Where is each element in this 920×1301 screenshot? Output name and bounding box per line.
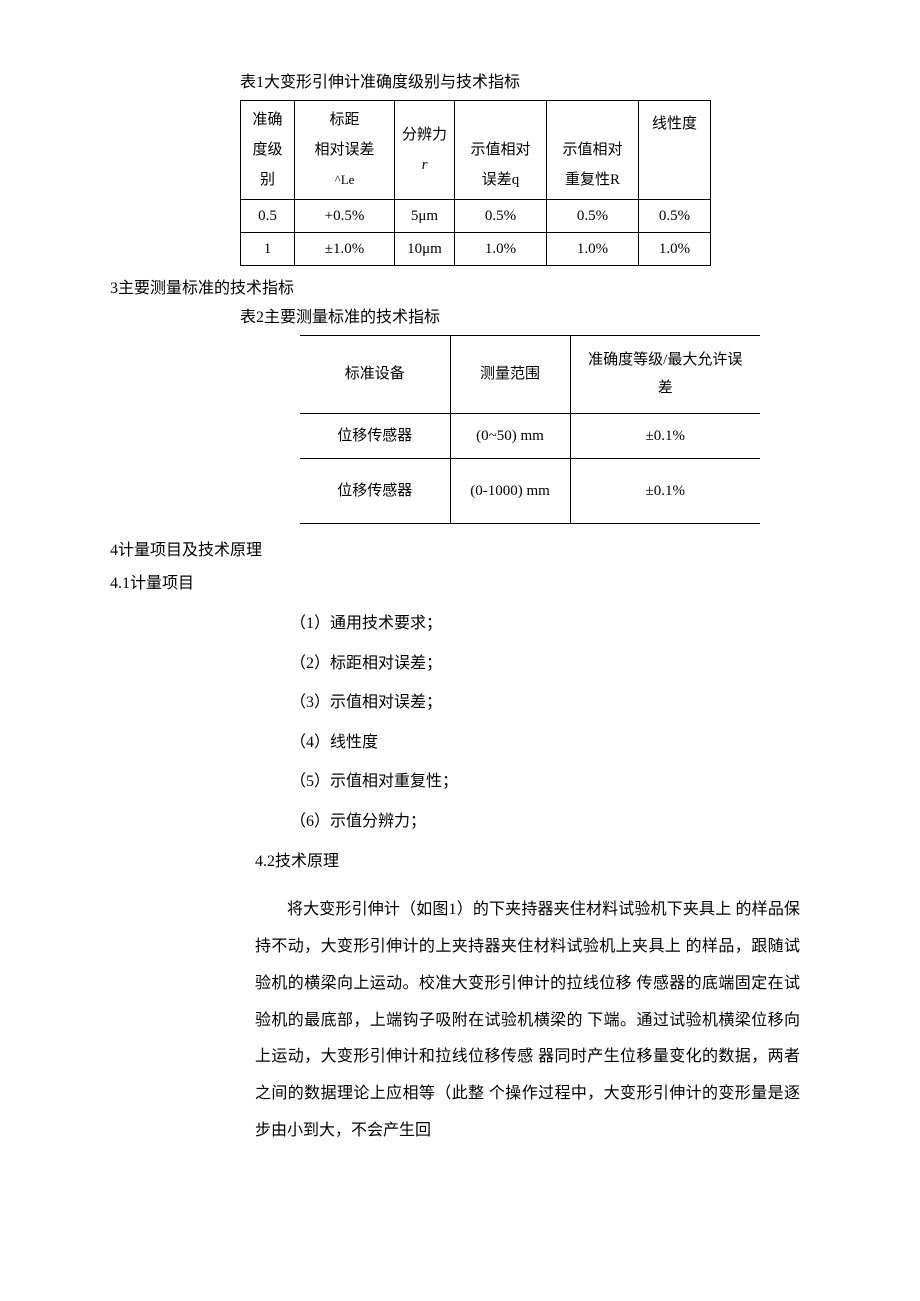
list-item: （4）线性度 — [290, 730, 810, 756]
label: 差 — [658, 380, 673, 396]
section4-2-heading: 4.2技术原理 — [255, 849, 810, 875]
table1: 准确 度级 别 标距 相对误差 ^Le 分辨力 r 示值相对 误差q 示值相对 … — [240, 100, 711, 266]
label: 度级 — [252, 142, 282, 158]
label: 误差q — [482, 172, 520, 188]
label: 示值相对 — [562, 142, 622, 158]
table1-header-resolution: 分辨力 r — [395, 100, 455, 199]
cell: 位移传感器 — [300, 458, 450, 523]
table1-header-indication-error: 示值相对 误差q — [455, 100, 547, 199]
body-paragraph: 将大变形引伸计（如图1）的下夹持器夹住材料试验机下夹具上 的样品保持不动，大变形… — [255, 892, 800, 1150]
cell: 位移传感器 — [300, 413, 450, 458]
table2-caption: 表2主要测量标准的技术指标 — [240, 305, 810, 331]
cell: 0.5 — [241, 199, 295, 232]
table-row: 1 ±1.0% 10μm 1.0% 1.0% 1.0% — [241, 232, 711, 265]
label: ^Le — [335, 172, 355, 187]
label: 分辨力 — [402, 127, 447, 143]
cell: (0-1000) mm — [450, 458, 570, 523]
cell: ±0.1% — [570, 413, 760, 458]
cell: 1 — [241, 232, 295, 265]
label: 线性度 — [652, 116, 697, 132]
cell: 10μm — [395, 232, 455, 265]
table-row: 0.5 +0.5% 5μm 0.5% 0.5% 0.5% — [241, 199, 711, 232]
table-row: 位移传感器 (0-1000) mm ±0.1% — [300, 458, 760, 523]
table1-header-repeatability: 示值相对 重复性R — [547, 100, 639, 199]
cell: 0.5% — [547, 199, 639, 232]
cell: +0.5% — [295, 199, 395, 232]
label: 准确 — [252, 112, 282, 128]
table-row: 位移传感器 (0~50) mm ±0.1% — [300, 413, 760, 458]
section4-1-heading: 4.1计量项目 — [110, 571, 810, 597]
section3-heading: 3主要测量标准的技术指标 — [110, 276, 810, 302]
list-item: （1）通用技术要求； — [290, 611, 810, 637]
label: 准确度等级/最大允许误 — [588, 352, 742, 368]
cell: 1.0% — [639, 232, 711, 265]
cell: (0~50) mm — [450, 413, 570, 458]
cell: 1.0% — [455, 232, 547, 265]
table2-header-accuracy: 准确度等级/最大允许误 差 — [570, 335, 760, 413]
table2-header-range: 测量范围 — [450, 335, 570, 413]
table1-header-gauge-error: 标距 相对误差 ^Le — [295, 100, 395, 199]
list-item: （2）标距相对误差； — [290, 651, 810, 677]
label: 别 — [260, 172, 275, 188]
table2-header-equipment: 标准设备 — [300, 335, 450, 413]
label: 示值相对 — [470, 142, 530, 158]
table1-caption: 表1大变形引伸计准确度级别与技术指标 — [240, 70, 810, 96]
table2: 标准设备 测量范围 准确度等级/最大允许误 差 位移传感器 (0~50) mm … — [300, 335, 760, 524]
list-item: （5）示值相对重复性； — [290, 769, 810, 795]
table1-header-linearity: 线性度 — [639, 100, 711, 199]
label: 标距 — [329, 112, 359, 128]
cell: 0.5% — [455, 199, 547, 232]
label: 重复性R — [565, 172, 620, 188]
cell: ±1.0% — [295, 232, 395, 265]
item-list: （1）通用技术要求； （2）标距相对误差； （3）示值相对误差； （4）线性度 … — [290, 611, 810, 835]
section4-heading: 4计量项目及技术原理 — [110, 538, 810, 564]
table1-header-accuracy-level: 准确 度级 别 — [241, 100, 295, 199]
cell: 0.5% — [639, 199, 711, 232]
cell: ±0.1% — [570, 458, 760, 523]
cell: 5μm — [395, 199, 455, 232]
list-item: （6）示值分辨力； — [290, 809, 810, 835]
label: 相对误差 — [314, 142, 374, 158]
label: r — [422, 157, 428, 173]
list-item: （3）示值相对误差； — [290, 690, 810, 716]
cell: 1.0% — [547, 232, 639, 265]
